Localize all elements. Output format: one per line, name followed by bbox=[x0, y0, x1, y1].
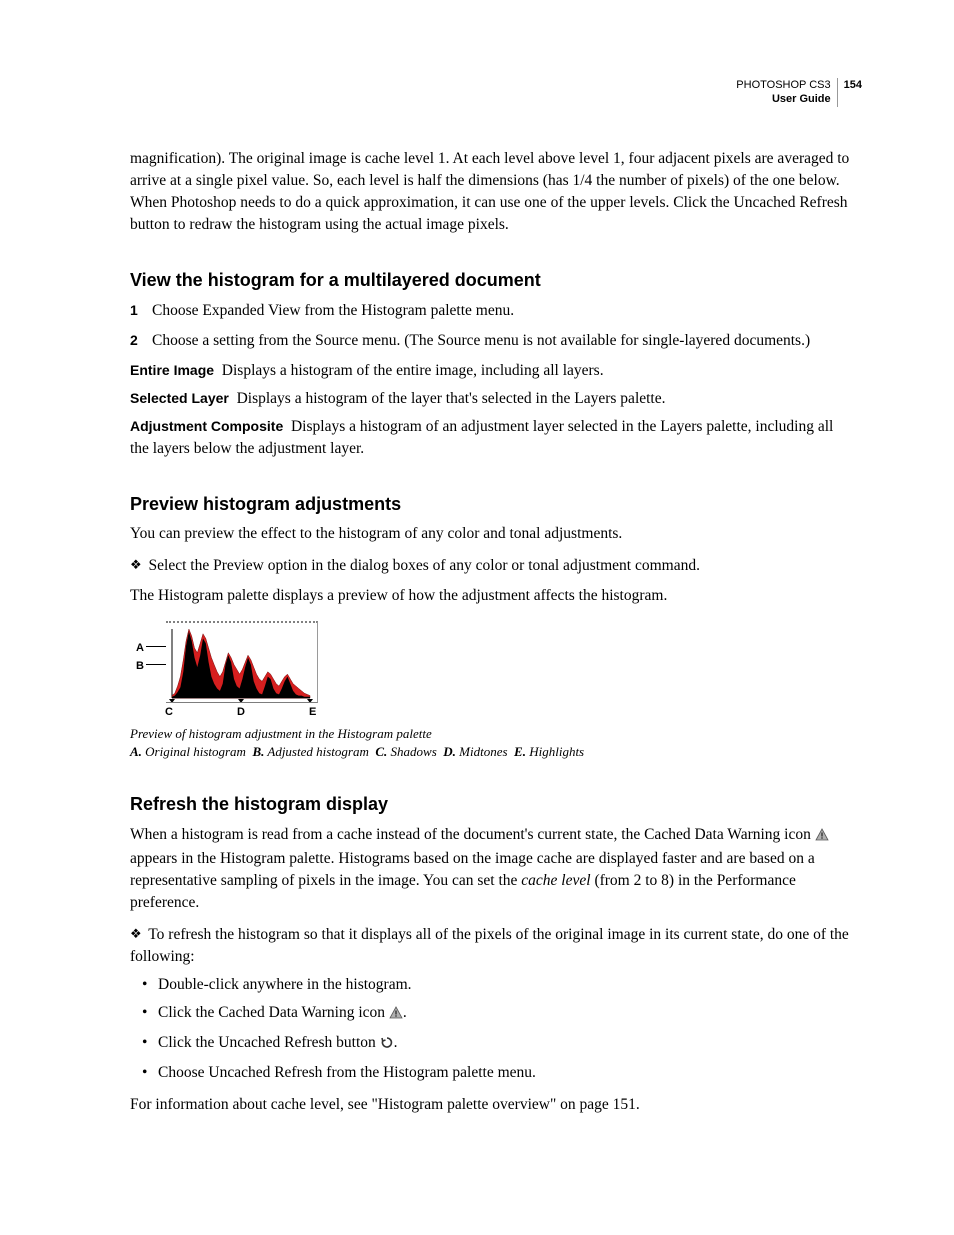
guide-name: User Guide bbox=[772, 92, 838, 106]
intro-paragraph: magnification). The original image is ca… bbox=[130, 148, 850, 236]
term-description: Displays a histogram of the layer that's… bbox=[237, 390, 666, 407]
caption-title: Preview of histogram adjustment in the H… bbox=[130, 725, 850, 743]
preview-step-text: Select the Preview option in the dialog … bbox=[149, 557, 700, 574]
heading-preview-adjustments: Preview histogram adjustments bbox=[130, 492, 850, 518]
step-text: Choose Expanded View from the Histogram … bbox=[152, 300, 850, 322]
term-entire-image: Entire Image Displays a histogram of the… bbox=[130, 360, 850, 382]
term-label: Selected Layer bbox=[130, 390, 229, 406]
diamond-bullet-icon: ❖ bbox=[130, 557, 142, 572]
list-item: Click the Uncached Refresh button . bbox=[130, 1032, 850, 1056]
diamond-bullet-icon: ❖ bbox=[130, 926, 142, 941]
refresh-paragraph-1: When a histogram is read from a cache in… bbox=[130, 824, 850, 914]
product-name: PHOTOSHOP CS3 bbox=[736, 78, 837, 92]
figure-label-c: C bbox=[165, 705, 173, 721]
running-header: PHOTOSHOP CS3154 User Guide000 bbox=[736, 78, 862, 107]
figure-label-b: B bbox=[136, 659, 144, 675]
step-text: Choose a setting from the Source menu. (… bbox=[152, 330, 850, 352]
term-adjustment-composite: Adjustment Composite Displays a histogra… bbox=[130, 416, 850, 460]
figure-label-d: D bbox=[237, 705, 245, 721]
warning-triangle-icon bbox=[815, 826, 829, 848]
histogram-chart bbox=[166, 623, 316, 702]
term-label: Adjustment Composite bbox=[130, 418, 283, 434]
list-item: Choose Uncached Refresh from the Histogr… bbox=[130, 1062, 850, 1084]
page-number: 154 bbox=[838, 79, 862, 91]
preview-paragraph-3: The Histogram palette displays a preview… bbox=[130, 585, 850, 607]
term-label: Entire Image bbox=[130, 362, 214, 378]
refresh-bullet-list: Double-click anywhere in the histogram. … bbox=[130, 974, 850, 1084]
preview-paragraph-2: ❖ Select the Preview option in the dialo… bbox=[130, 555, 850, 577]
caption-legend: A. Original histogram B. Adjusted histog… bbox=[130, 743, 850, 761]
refresh-paragraph-2: ❖ To refresh the histogram so that it di… bbox=[130, 924, 850, 968]
step-2: 2 Choose a setting from the Source menu.… bbox=[130, 330, 850, 352]
warning-triangle-icon bbox=[389, 1004, 403, 1026]
step-number: 1 bbox=[130, 300, 152, 322]
figure-label-a: A bbox=[136, 641, 144, 657]
page-content: magnification). The original image is ca… bbox=[130, 148, 850, 1116]
refresh-icon bbox=[380, 1034, 394, 1056]
term-description: Displays a histogram of the entire image… bbox=[222, 362, 604, 379]
refresh-paragraph-3: For information about cache level, see "… bbox=[130, 1094, 850, 1116]
heading-view-histogram: View the histogram for a multilayered do… bbox=[130, 268, 850, 294]
histogram-figure: A B C D E Preview of histogram adjustmen… bbox=[130, 621, 850, 760]
heading-refresh-display: Refresh the histogram display bbox=[130, 792, 850, 818]
list-item: Click the Cached Data Warning icon . bbox=[130, 1002, 850, 1026]
page: PHOTOSHOP CS3154 User Guide000 magnifica… bbox=[0, 0, 954, 1235]
list-item: Double-click anywhere in the histogram. bbox=[130, 974, 850, 996]
histogram-box bbox=[166, 621, 318, 703]
step-1: 1 Choose Expanded View from the Histogra… bbox=[130, 300, 850, 322]
step-number: 2 bbox=[130, 330, 152, 352]
figure-caption: Preview of histogram adjustment in the H… bbox=[130, 725, 850, 760]
preview-paragraph-1: You can preview the effect to the histog… bbox=[130, 523, 850, 545]
term-selected-layer: Selected Layer Displays a histogram of t… bbox=[130, 388, 850, 410]
figure-label-e: E bbox=[309, 705, 316, 721]
